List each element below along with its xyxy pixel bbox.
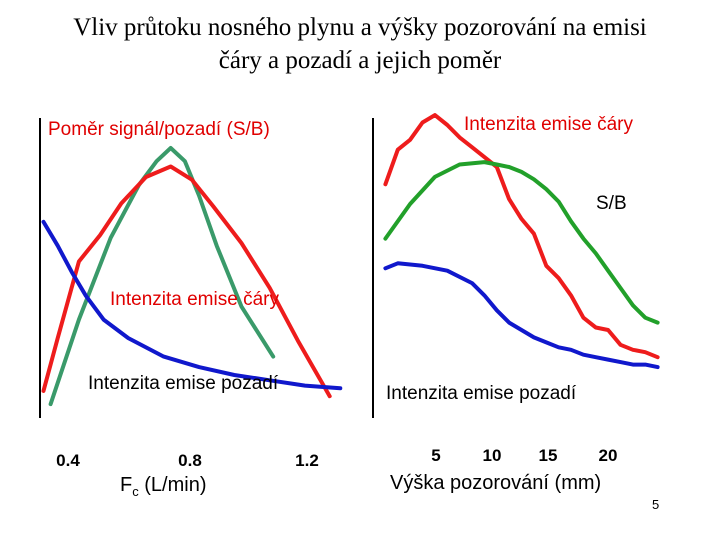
left-x-tick-label: 0.4 xyxy=(56,451,80,470)
left-series-line-2 xyxy=(41,219,343,391)
left-series-line-0 xyxy=(48,146,276,407)
left-chart-series xyxy=(41,146,343,407)
right-x-tick-label: 15 xyxy=(539,446,558,465)
left-series-line-1 xyxy=(41,164,332,399)
page-number: 5 xyxy=(652,497,659,512)
right-series-line-1 xyxy=(383,160,660,325)
right-annotation-background: Intenzita emise pozadí xyxy=(386,383,577,404)
right-series-line-0 xyxy=(383,113,660,360)
right-x-tick-label: 5 xyxy=(431,446,440,465)
right-x-tick-label: 10 xyxy=(483,446,502,465)
right-x-axis-label: Výška pozorování (mm) xyxy=(390,472,601,494)
right-x-tick-label: 20 xyxy=(599,446,618,465)
right-annotation-ratio: S/B xyxy=(596,193,627,214)
left-annotation-background: Intenzita emise pozadí xyxy=(88,373,279,394)
right-annotation-line-emission: Intenzita emise čáry xyxy=(464,114,633,135)
right-series-line-2 xyxy=(383,261,660,370)
slide-title-line-2: čáry a pozadí a jejich poměr xyxy=(218,47,502,74)
left-x-tick-label: 0.8 xyxy=(178,451,202,470)
left-x-axis-label: Fc (L/min) xyxy=(120,474,207,499)
left-x-tick-label: 1.2 xyxy=(295,451,319,470)
left-annotation-ratio: Poměr signál/pozadí (S/B) xyxy=(48,119,270,140)
slide-title-line-1: Vliv průtoku nosného plynu a výšky pozor… xyxy=(73,14,647,41)
right-chart-series xyxy=(383,113,660,370)
left-annotation-line-emission: Intenzita emise čáry xyxy=(110,289,279,310)
